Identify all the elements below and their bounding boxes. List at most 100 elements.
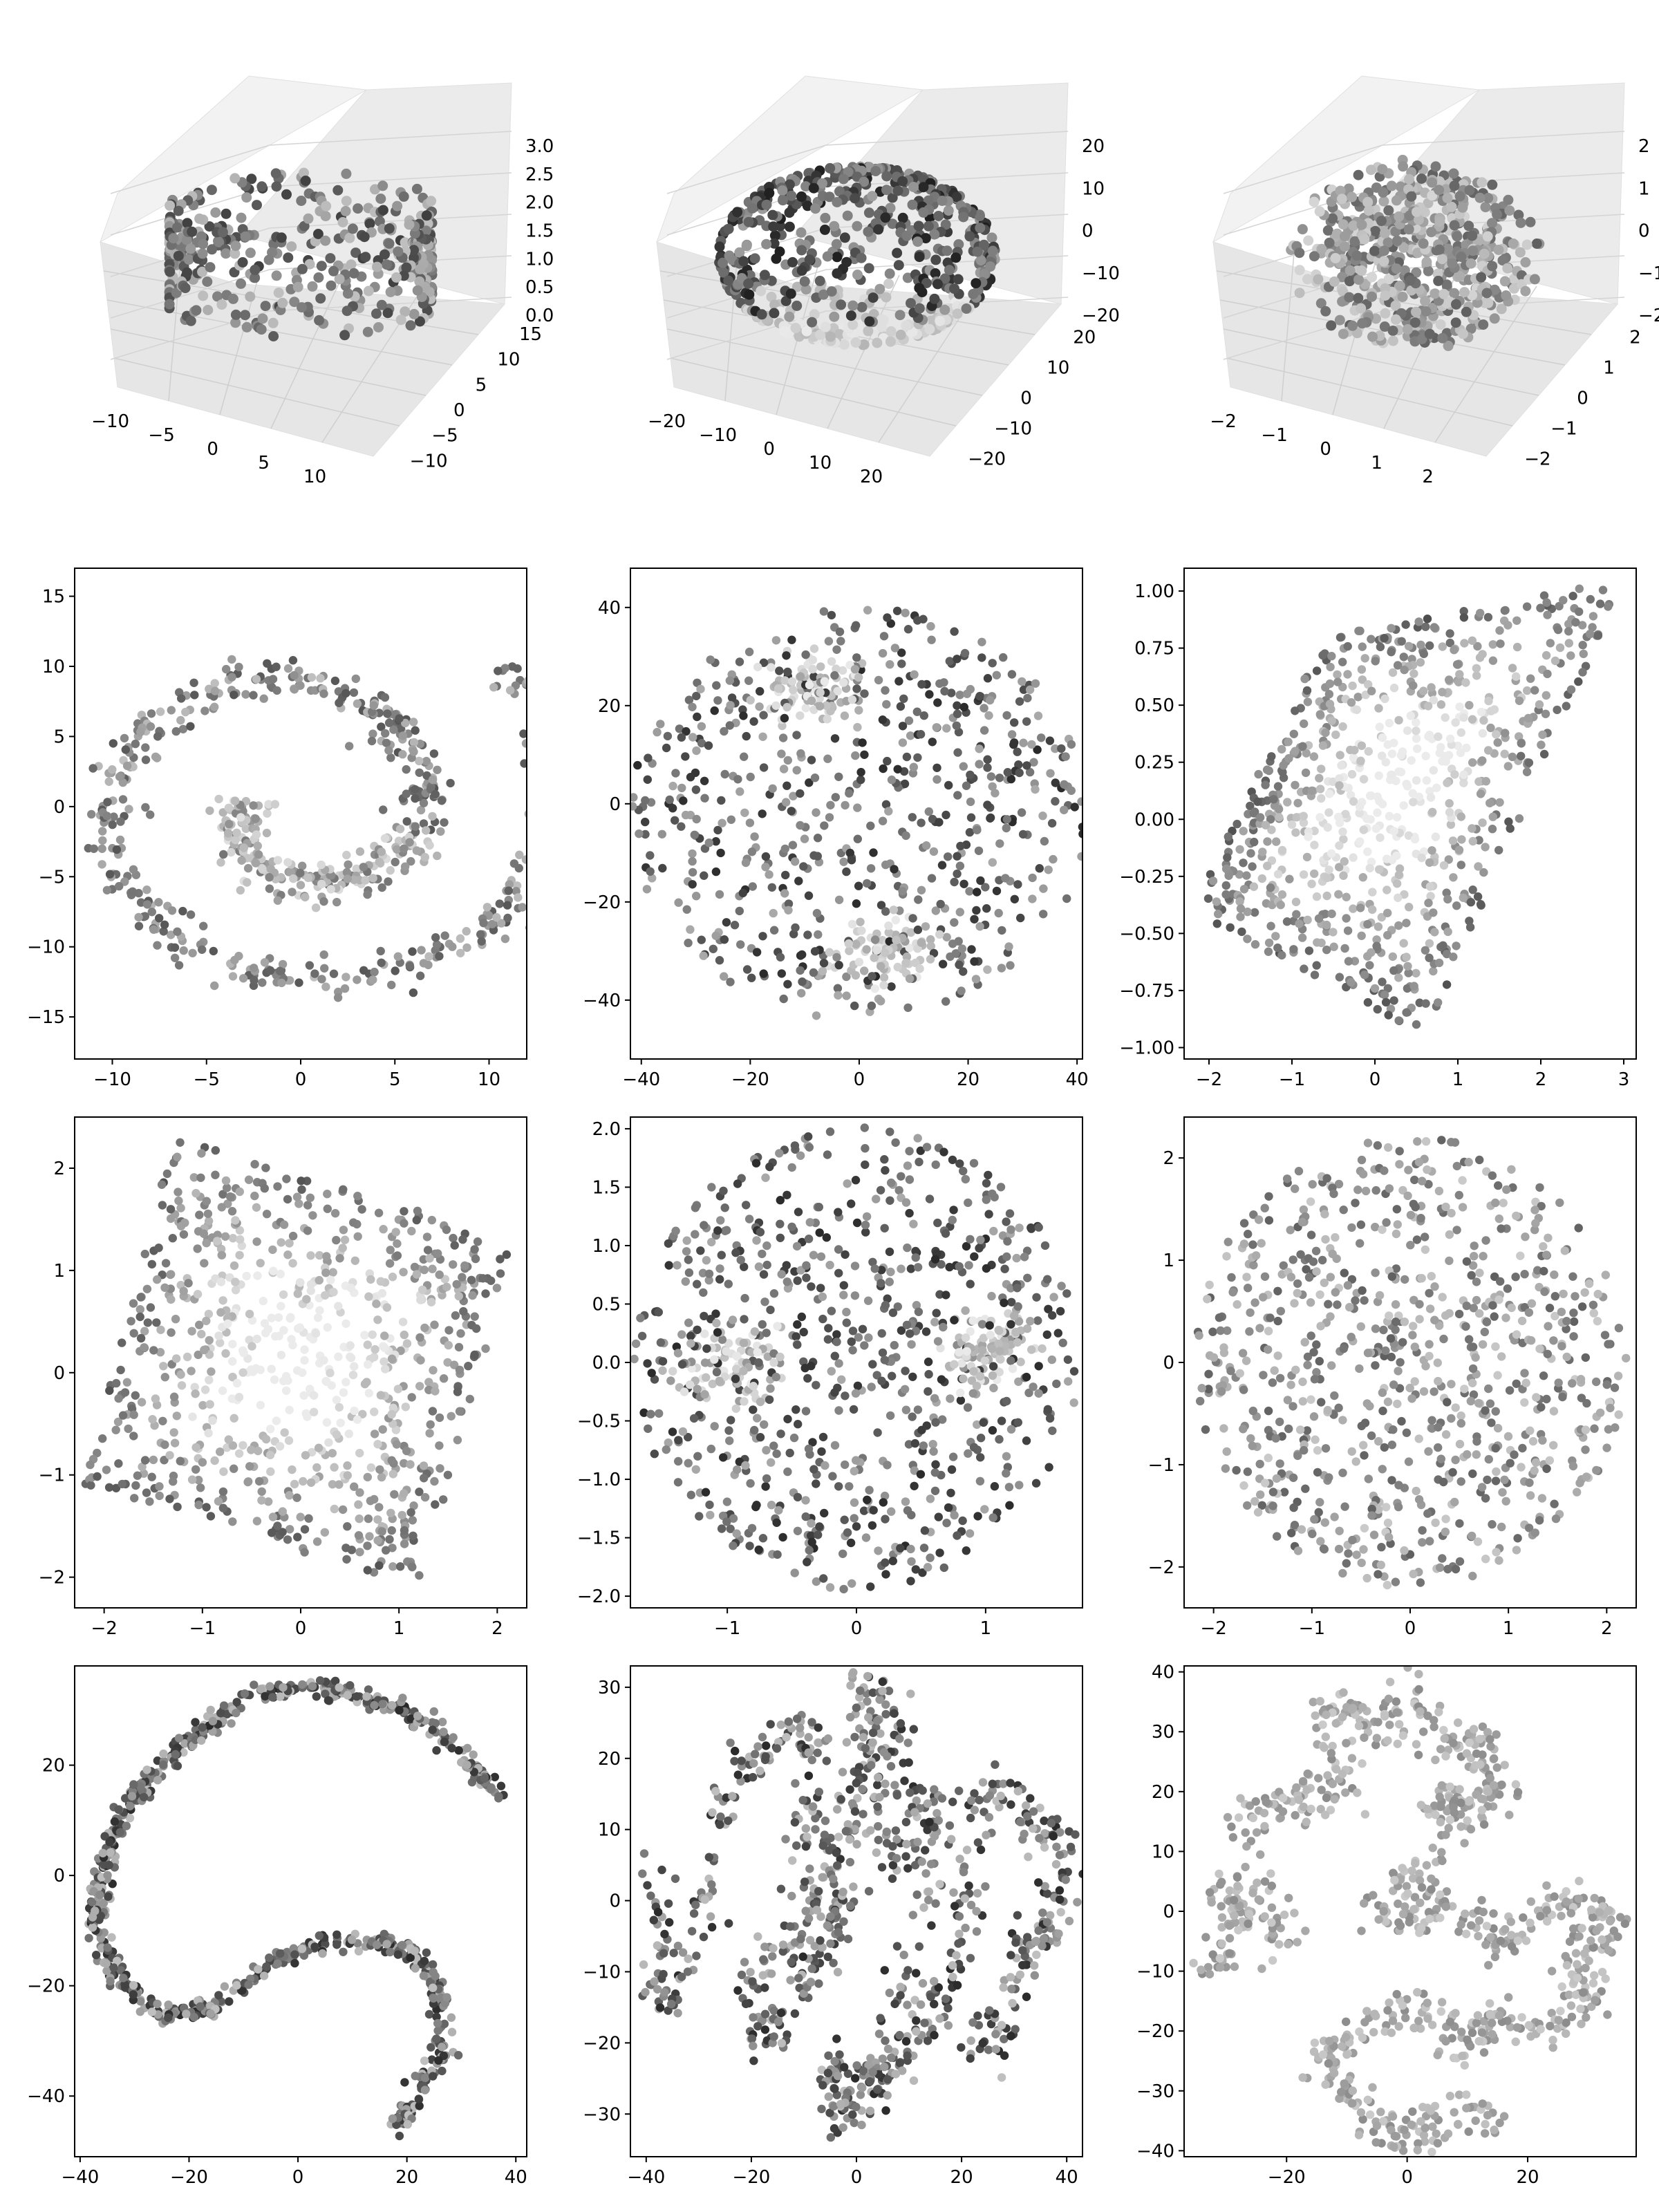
data-point [753, 662, 762, 672]
data-point [209, 946, 218, 956]
data-point [900, 779, 910, 789]
data-point [1006, 774, 1016, 784]
data-point [367, 736, 377, 746]
data-point [307, 281, 318, 292]
data-point [229, 1414, 238, 1423]
data-point [197, 1149, 206, 1158]
data-point [173, 250, 184, 261]
data-point [471, 1324, 481, 1333]
data-point [1412, 207, 1422, 218]
data-point [1423, 265, 1434, 276]
data-point [1025, 767, 1035, 777]
data-point [407, 1226, 416, 1236]
y-tick-label: 10 [497, 350, 520, 371]
data-point [271, 270, 282, 281]
data-point [1422, 776, 1431, 785]
x-tick-label: 1 [1371, 453, 1382, 474]
data-point [1045, 736, 1055, 745]
data-point [681, 810, 691, 820]
data-point [375, 1561, 384, 1570]
data-point [245, 1309, 254, 1319]
data-point [140, 1456, 150, 1465]
data-point [353, 699, 362, 709]
data-point [779, 994, 788, 1004]
data-point [891, 915, 901, 925]
x-tick-label: 2 [491, 1618, 503, 1639]
grid-line [269, 172, 512, 187]
data-point [756, 309, 767, 320]
data-point [741, 241, 752, 252]
data-point [1457, 835, 1466, 844]
data-point [1310, 869, 1319, 879]
data-point [473, 1237, 482, 1246]
data-point [824, 191, 835, 203]
data-point [810, 203, 821, 214]
data-point [181, 707, 190, 717]
data-point [792, 731, 801, 740]
data-point [1388, 952, 1398, 962]
data-point [401, 262, 412, 273]
data-point [917, 885, 926, 895]
x-tick-label: −40 [622, 1069, 660, 1090]
data-point [93, 1472, 102, 1481]
data-point [995, 774, 1004, 782]
data-point [1564, 627, 1573, 636]
data-point [1335, 973, 1344, 982]
data-point [968, 288, 979, 299]
data-point [864, 316, 875, 327]
data-point [1454, 845, 1464, 854]
y-tick-label: 20 [1073, 327, 1096, 348]
data-point [319, 897, 328, 906]
data-point [229, 248, 241, 259]
data-point [877, 901, 886, 910]
data-point [470, 1245, 479, 1254]
data-point [868, 292, 879, 303]
data-point [1459, 713, 1468, 722]
data-point [823, 754, 832, 763]
data-point [1338, 722, 1347, 731]
data-point [1023, 693, 1032, 703]
data-point [1462, 743, 1471, 753]
data-point [1430, 928, 1439, 937]
y-tick-label: −2 [39, 1568, 65, 1588]
data-point [238, 1441, 247, 1450]
data-point [399, 1268, 408, 1277]
data-point [487, 1276, 496, 1286]
data-point [861, 1228, 870, 1237]
data-point [178, 906, 187, 916]
data-point [504, 886, 513, 895]
data-point [980, 726, 989, 735]
data-point [1493, 738, 1502, 747]
data-point [1249, 809, 1259, 818]
data-point [1481, 843, 1490, 852]
data-point [261, 1329, 270, 1338]
data-point [1443, 778, 1452, 787]
data-point [210, 207, 221, 218]
data-point [406, 856, 415, 866]
data-point [116, 817, 125, 826]
data-point [1382, 237, 1394, 248]
data-point [1276, 900, 1285, 910]
data-point [954, 937, 963, 946]
data-point [1524, 758, 1534, 767]
data-point [1264, 947, 1273, 956]
data-point [113, 1417, 123, 1427]
data-point [1254, 769, 1263, 779]
data-point [1394, 281, 1405, 291]
data-point [231, 1286, 241, 1295]
data-point [431, 933, 440, 942]
data-point [1070, 803, 1079, 812]
data-point [1015, 697, 1024, 706]
data-point [1546, 639, 1555, 648]
data-point [761, 238, 772, 250]
data-point [657, 830, 666, 839]
data-point [994, 908, 1003, 918]
data-point [269, 1266, 278, 1275]
data-point [129, 1432, 138, 1441]
data-point [115, 835, 125, 845]
data-point [758, 809, 767, 818]
data-point [691, 785, 701, 794]
data-point [147, 908, 156, 917]
data-point [464, 1362, 473, 1371]
data-point [1438, 288, 1450, 299]
